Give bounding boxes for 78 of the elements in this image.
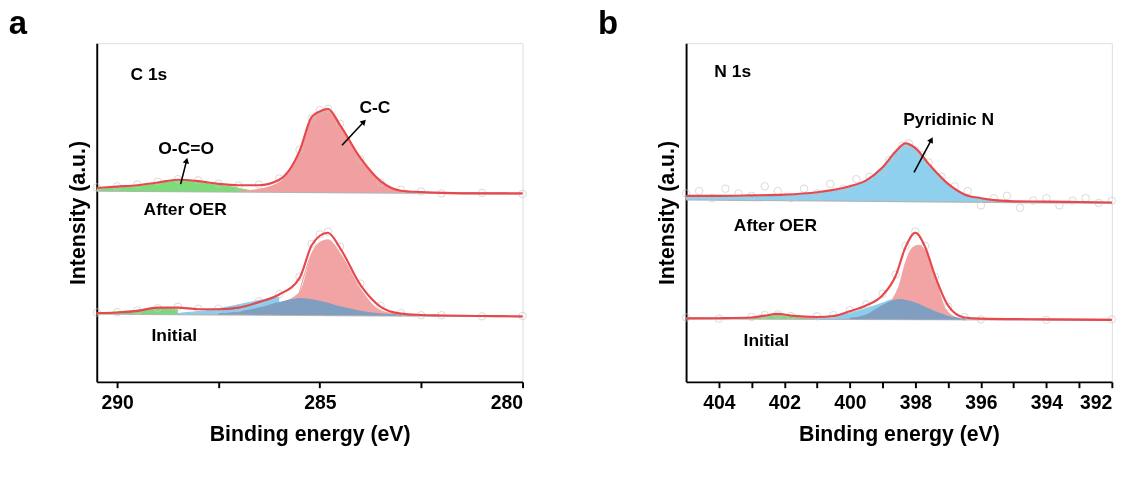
point (920, 241, 930, 251)
point (924, 158, 933, 167)
x-tick-label: 392 (1080, 391, 1113, 414)
point (1107, 315, 1117, 324)
point (708, 193, 717, 203)
point (884, 155, 894, 165)
annotation: Initial (151, 324, 197, 345)
point (911, 146, 920, 155)
point (937, 172, 946, 181)
x-tick-label: 394 (1030, 391, 1064, 414)
point (829, 310, 838, 320)
point (1042, 315, 1051, 325)
x-tick-label: 280 (490, 391, 524, 414)
point (825, 179, 835, 189)
annotation: O-C=O (158, 137, 214, 158)
point (963, 186, 972, 196)
chart-title: a (8, 4, 28, 42)
annotation: After OER (143, 199, 228, 220)
point (845, 306, 855, 315)
point (852, 174, 861, 184)
point (960, 312, 969, 322)
annotation: After OER (733, 215, 818, 236)
point (839, 184, 848, 193)
point (891, 151, 900, 160)
x-tick-label: 404 (703, 391, 736, 414)
point (1094, 198, 1104, 208)
point (1002, 191, 1012, 201)
point (747, 312, 756, 322)
y-axis-title: Intensity (a.u.) (654, 140, 679, 286)
x-tick-label: 290 (101, 391, 134, 414)
point (773, 310, 783, 319)
text: C 1s (130, 63, 168, 84)
x-axis-title: Binding energy (eV) (799, 422, 1000, 447)
point (799, 184, 809, 193)
point (812, 312, 822, 321)
point (1107, 196, 1117, 205)
point (760, 310, 769, 320)
point (891, 270, 900, 279)
chart-title: b (598, 4, 619, 42)
point (760, 182, 769, 191)
point (721, 184, 730, 193)
point (976, 315, 986, 324)
point (976, 201, 986, 210)
x-tick-label: 285 (304, 391, 337, 414)
point (865, 172, 874, 181)
point (989, 193, 999, 203)
point (901, 241, 910, 251)
point (1015, 203, 1025, 212)
x-tick-label: 396 (965, 391, 998, 414)
annotation: C-C (359, 97, 391, 118)
point (681, 189, 691, 198)
x-axis-title: Binding energy (eV) (209, 422, 411, 447)
point (943, 302, 953, 311)
point (917, 151, 927, 160)
point (747, 191, 756, 201)
text: N 1s (714, 60, 752, 81)
point (1068, 196, 1077, 205)
point (786, 311, 796, 321)
point (898, 141, 907, 150)
point (930, 272, 940, 282)
x-tick-label: 400 (834, 391, 867, 414)
point (878, 167, 887, 177)
point (812, 189, 822, 198)
point (904, 139, 914, 148)
x-tick-label: 398 (899, 391, 933, 414)
point (878, 289, 887, 298)
point (714, 314, 724, 323)
point (734, 189, 743, 198)
x-tick-label: 402 (768, 391, 801, 414)
point (681, 313, 691, 322)
point (694, 186, 704, 196)
y-axis-title: Intensity (a.u.) (65, 140, 90, 286)
text: Pyridinic N (903, 108, 995, 129)
point (911, 227, 920, 236)
point (861, 300, 871, 309)
annotation: Initial (743, 330, 790, 351)
point (950, 182, 959, 191)
point (1029, 196, 1038, 205)
